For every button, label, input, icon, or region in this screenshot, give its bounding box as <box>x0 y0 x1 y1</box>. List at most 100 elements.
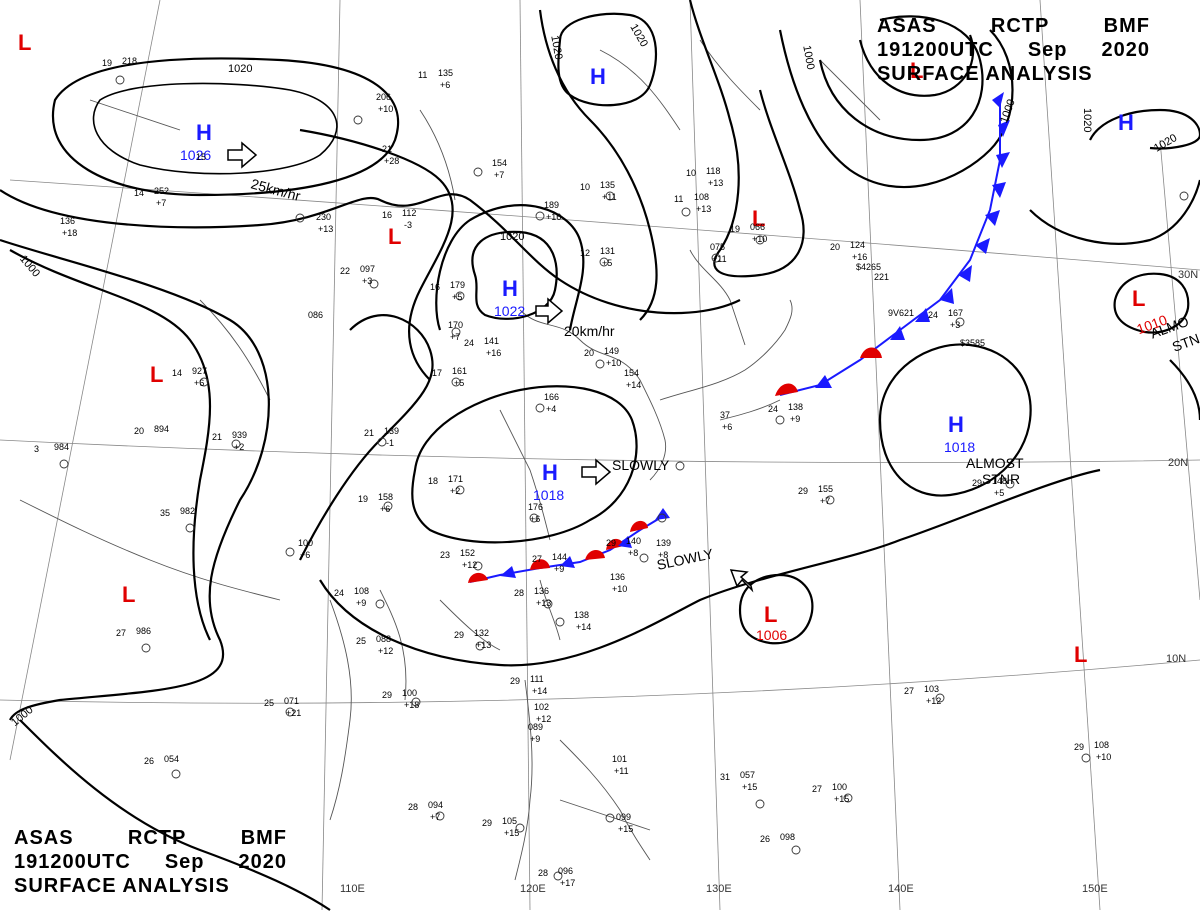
station-plot: 28 094 +7 <box>408 800 443 822</box>
station-plot: 139+8 <box>656 538 671 560</box>
station-plot: 176+6 <box>528 502 543 524</box>
station-tendency: +8 <box>658 550 668 560</box>
station-plot: 166+4 <box>544 392 559 414</box>
station-plot: 28 096 +17 <box>538 866 575 888</box>
station-plot: 29 100 +18 <box>382 688 419 710</box>
high-pressure-value: 1022 <box>494 303 525 319</box>
station-pressure: 132 <box>474 628 489 638</box>
station-plot: 27 100 +15 <box>812 782 849 804</box>
map-header-bottom-left: ASAS RCTP BMF 191200UTC Sep 2020 SURFACE… <box>14 826 287 898</box>
station-tendency: +5 <box>454 378 464 388</box>
station-pressure: 098 <box>780 832 795 842</box>
header-rctp: RCTP <box>127 827 187 849</box>
station-tendency: +11 <box>712 254 727 264</box>
header-rctp: RCTP <box>990 15 1050 37</box>
station-pressure: 103 <box>924 684 939 694</box>
station-pressure: $4265 <box>856 262 881 272</box>
station-plot: 26 054 <box>144 754 179 766</box>
station-pressure: 221 <box>874 272 889 282</box>
station-pressure: 102 <box>534 702 549 712</box>
station-pressure: 982 <box>180 506 195 516</box>
station-plot: 100+6 <box>298 538 313 560</box>
station-temperature: 29 <box>382 690 392 700</box>
station-plot: 19 066 +10 <box>730 222 767 244</box>
station-tendency: +9 <box>554 564 564 574</box>
station-tendency: +6 <box>722 422 732 432</box>
station-tendency: +12 <box>536 714 551 724</box>
high-pressure-center: H <box>1118 110 1134 135</box>
station-plot: 21+28 <box>382 144 399 166</box>
station-pressure: 097 <box>360 264 375 274</box>
station-plot: $3585 <box>960 338 985 348</box>
station-tendency: +15 <box>618 824 633 834</box>
station-pressure: 118 <box>706 166 720 176</box>
station-plot: 086 <box>308 310 323 320</box>
station-temperature: 20 <box>584 348 594 358</box>
station-tendency: +5 <box>994 488 1004 498</box>
station-tendency: +15 <box>742 782 757 792</box>
station-plot: 24 167 +3 <box>928 308 963 330</box>
latitude-label: 20N <box>1168 457 1188 469</box>
station-tendency: +28 <box>384 156 399 166</box>
longitude-label: 120E <box>520 883 546 895</box>
station-plot: 25 071 +21 <box>264 696 301 718</box>
station-tendency: +7 <box>820 496 830 506</box>
high-pressure-center: H <box>590 64 606 89</box>
low-pressure-center: L <box>752 206 765 231</box>
station-plot: 12 131 +5 <box>580 246 615 268</box>
station-tendency: +15 <box>504 828 519 838</box>
station-tendency: +12 <box>378 646 393 656</box>
station-plot: 29 155 +7 <box>798 484 833 506</box>
header-row-1: ASAS RCTP BMF <box>14 826 287 850</box>
station-pressure: 21 <box>382 144 392 154</box>
station-pressure: 155 <box>818 484 833 494</box>
station-temperature: 29 <box>798 486 808 496</box>
station-temperature: 17 <box>432 368 442 378</box>
station-plot: 21 939 +2 <box>212 430 247 452</box>
station-tendency: +7 <box>450 332 460 342</box>
station-temperature: 27 <box>904 686 914 696</box>
station-temperature: 27 <box>532 554 542 564</box>
station-pressure: 148 <box>992 476 1007 486</box>
station-temperature: 3 <box>34 444 39 454</box>
station-pressure: 086 <box>308 310 323 320</box>
station-tendency: +18 <box>404 700 419 710</box>
station-temperature: 16 <box>382 210 392 220</box>
station-plot: 101+11 <box>612 754 629 776</box>
station-pressure: 100 <box>298 538 313 548</box>
arrow-icon <box>227 141 258 169</box>
station-tendency: +16 <box>852 252 867 262</box>
station-tendency: +13 <box>476 640 491 650</box>
station-temperature: 27 <box>116 628 126 638</box>
station-temperature: 29 <box>972 478 982 488</box>
station-pressure: 136 <box>610 572 625 582</box>
station-tendency: +5 <box>602 258 612 268</box>
station-plot: 29 132 +13 <box>454 628 491 650</box>
station-tendency: +14 <box>532 686 547 696</box>
station-tendency: +14 <box>626 380 641 390</box>
station-plot: 189+16 <box>544 200 561 222</box>
station-temperature: 21 <box>212 432 222 442</box>
station-temperature: 15 <box>196 152 206 162</box>
station-plot: 18 171 +2 <box>428 474 463 496</box>
station-plot: 28 136 +13 <box>514 586 551 608</box>
station-tendency: +8 <box>628 548 638 558</box>
station-plot: 075+11 <box>710 242 727 264</box>
movement-label: 20km/hr <box>564 323 615 339</box>
station-temperature: 28 <box>408 802 418 812</box>
station-pressure: 37 <box>720 410 730 420</box>
station-tendency: +13 <box>536 598 551 608</box>
high-pressure-value: 1018 <box>533 487 564 503</box>
station-tendency: +9 <box>790 414 800 424</box>
header-title: SURFACE ANALYSIS <box>876 63 1093 85</box>
station-tendency: +15 <box>834 794 849 804</box>
arrow-icon <box>535 297 564 325</box>
station-tendency: +7 <box>494 170 504 180</box>
high-pressure-center: H <box>196 120 212 145</box>
header-bmf: BMF <box>1103 15 1150 37</box>
station-temperature: 18 <box>428 476 438 486</box>
station-pressure: 071 <box>284 696 299 706</box>
station-plot: 19 218 <box>102 56 137 68</box>
station-plot: 3 984 <box>34 442 69 454</box>
